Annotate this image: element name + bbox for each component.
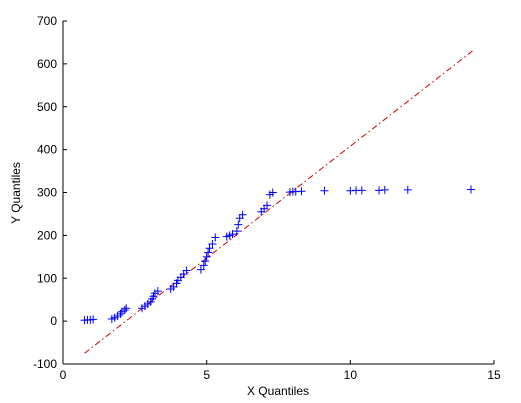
data-point [297, 187, 306, 196]
data-point [201, 257, 210, 266]
data-point [380, 185, 389, 194]
data-point [238, 210, 247, 219]
x-tick-label: 15 [487, 368, 501, 382]
data-point [116, 309, 125, 318]
y-tick-label: 300 [37, 186, 57, 200]
data-point [232, 227, 241, 236]
data-point [204, 248, 213, 257]
y-tick-label: 500 [37, 100, 57, 114]
y-tick-label: 700 [37, 14, 57, 28]
data-point [403, 185, 412, 194]
y-tick-label: 200 [37, 228, 57, 242]
data-point [268, 188, 277, 197]
data-point [89, 315, 98, 324]
data-point [182, 266, 191, 275]
data-point [211, 233, 220, 242]
data-point [202, 252, 211, 261]
y-tick-label: -100 [33, 357, 57, 371]
reference-line-layer [84, 50, 473, 354]
x-ticks: 0 5 10 15 [60, 360, 501, 382]
x-tick-label: 5 [203, 368, 210, 382]
data-point [467, 185, 476, 194]
data-point [234, 220, 243, 229]
data-point [196, 265, 205, 274]
data-point [122, 304, 131, 313]
x-tick-label: 10 [344, 368, 358, 382]
data-point [357, 186, 366, 195]
x-tick-label: 0 [60, 368, 67, 382]
reference-line [84, 50, 473, 354]
data-point [228, 230, 237, 239]
y-ticks: -100 0 100 200 300 400 500 600 700 [33, 14, 67, 371]
data-point [120, 305, 129, 314]
data-points-layer [80, 185, 476, 325]
y-tick-label: 0 [50, 314, 57, 328]
data-point [153, 287, 162, 296]
data-point [199, 261, 208, 270]
data-point [205, 244, 214, 253]
data-point [208, 239, 217, 248]
y-tick-label: 400 [37, 143, 57, 157]
x-axis-label: X Quantiles [247, 384, 309, 398]
y-axis-label: Y Quantiles [9, 162, 23, 224]
y-tick-label: 600 [37, 57, 57, 71]
y-tick-label: 100 [37, 271, 57, 285]
data-point [263, 201, 272, 210]
data-point [320, 186, 329, 195]
